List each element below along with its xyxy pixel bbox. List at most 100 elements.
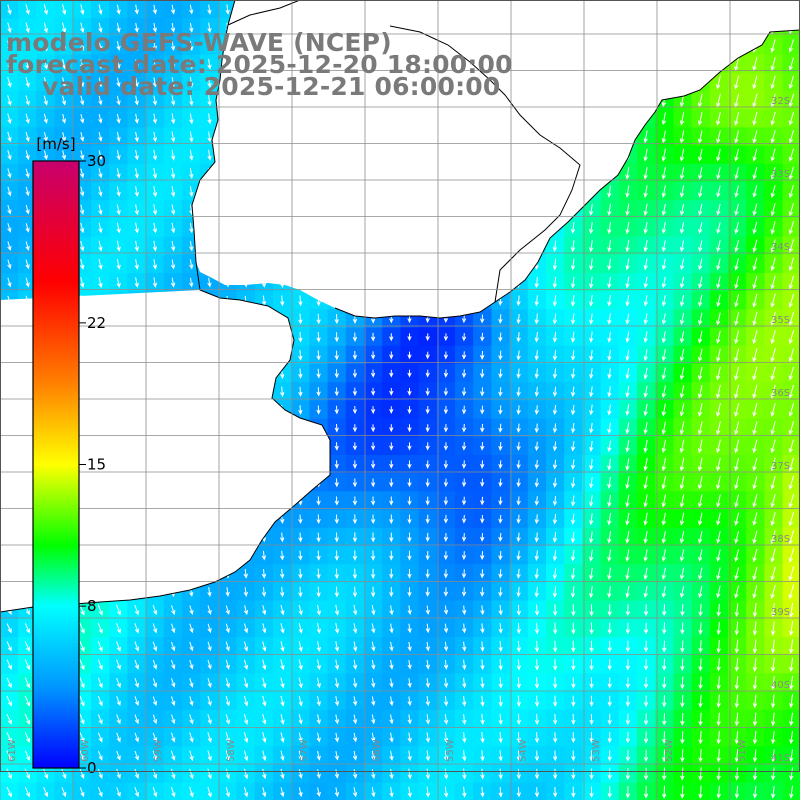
wind-arrow xyxy=(6,623,12,634)
wind-arrow xyxy=(734,75,740,90)
wind-arrow xyxy=(734,421,740,436)
wind-arrow xyxy=(79,695,85,707)
wind-arrow xyxy=(152,186,158,198)
wind-arrow xyxy=(498,786,503,798)
wind-arrow xyxy=(352,514,358,525)
wind-arrow xyxy=(116,732,121,743)
wind-arrow xyxy=(189,750,194,762)
wind-arrow xyxy=(698,203,703,216)
wind-arrow xyxy=(243,641,249,652)
wind-arrow xyxy=(316,677,321,689)
wind-arrow xyxy=(788,93,794,108)
wind-arrow xyxy=(389,369,394,378)
wind-arrow xyxy=(152,131,158,143)
wind-arrow xyxy=(334,550,339,561)
wind-arrow xyxy=(643,458,648,472)
wind-arrow xyxy=(462,659,467,671)
wind-arrow xyxy=(334,586,339,598)
wind-arrow xyxy=(207,113,212,125)
wind-arrow xyxy=(589,585,594,599)
wind-arrow xyxy=(607,677,612,689)
wind-arrow xyxy=(24,695,31,707)
wind-arrow xyxy=(207,623,212,634)
wind-arrow xyxy=(752,439,758,454)
wind-arrow xyxy=(716,567,721,581)
wind-arrow xyxy=(625,767,631,781)
wind-arrow xyxy=(80,277,85,289)
wind-arrow xyxy=(79,750,85,761)
wind-arrow xyxy=(316,641,321,653)
wind-arrow xyxy=(25,131,30,143)
wind-arrow xyxy=(425,351,430,360)
wind-arrow xyxy=(698,640,703,654)
wind-arrow xyxy=(679,312,685,326)
wind-arrow xyxy=(734,657,740,672)
wind-arrow xyxy=(98,4,103,15)
wind-arrow xyxy=(480,623,485,634)
wind-arrow xyxy=(443,641,449,652)
wind-arrow xyxy=(170,22,176,33)
wind-arrow xyxy=(643,331,648,344)
wind-arrow xyxy=(152,277,158,288)
wind-arrow xyxy=(298,295,303,307)
wind-arrow xyxy=(716,530,721,544)
wind-arrow xyxy=(788,403,794,417)
wind-arrow xyxy=(25,113,30,124)
wind-arrow xyxy=(698,185,703,198)
wind-arrow xyxy=(552,276,558,289)
wind-arrow xyxy=(716,730,721,745)
wind-arrow xyxy=(225,659,230,670)
wind-arrow xyxy=(607,768,612,780)
wind-arrow xyxy=(716,75,721,90)
wind-arrow xyxy=(643,622,649,635)
longitude-label: 58W xyxy=(226,739,237,762)
wind-arrow xyxy=(552,750,558,762)
wind-arrow xyxy=(788,584,795,600)
wind-arrow xyxy=(134,259,139,270)
wind-arrow xyxy=(625,404,630,416)
wind-arrow xyxy=(25,204,30,215)
colorbar-bar xyxy=(32,160,80,769)
wind-arrow xyxy=(788,166,794,180)
wind-arrow xyxy=(389,696,394,707)
wind-arrow xyxy=(480,641,485,652)
wind-arrow xyxy=(770,111,776,126)
wind-arrow xyxy=(170,786,176,798)
wind-arrow xyxy=(498,659,503,671)
wind-arrow xyxy=(498,532,503,542)
wind-arrow xyxy=(770,257,776,272)
wind-arrow xyxy=(389,768,394,780)
wind-arrow xyxy=(643,148,648,162)
wind-arrow xyxy=(770,566,776,581)
wind-arrow xyxy=(643,731,649,744)
wind-arrow xyxy=(98,168,103,179)
colorbar: [m/s] 30 22 15 8 0 xyxy=(32,135,106,777)
wind-arrow xyxy=(280,677,285,689)
wind-arrow xyxy=(443,351,449,360)
wind-arrow xyxy=(152,623,158,634)
wind-arrow xyxy=(789,749,794,763)
wind-arrow xyxy=(770,621,776,636)
wind-arrow xyxy=(552,368,558,379)
wind-arrow xyxy=(570,459,576,470)
wind-arrow xyxy=(698,148,703,162)
wind-arrow xyxy=(589,386,594,398)
wind-arrow xyxy=(334,405,339,415)
wind-arrow xyxy=(607,513,612,526)
wind-arrow xyxy=(134,113,139,124)
wind-arrow xyxy=(643,295,648,307)
wind-arrow xyxy=(7,223,12,233)
wind-arrow xyxy=(170,204,176,216)
wind-arrow xyxy=(480,750,485,762)
wind-arrow xyxy=(643,494,648,508)
wind-arrow xyxy=(134,240,139,252)
wind-arrow xyxy=(280,713,285,725)
wind-arrow xyxy=(207,605,212,615)
wind-arrow xyxy=(680,658,685,672)
wind-arrow xyxy=(207,641,212,652)
wind-arrow xyxy=(461,333,467,342)
wind-arrow xyxy=(516,423,521,433)
wind-arrow xyxy=(116,277,121,289)
wind-arrow xyxy=(697,130,703,144)
wind-arrow xyxy=(589,404,594,416)
